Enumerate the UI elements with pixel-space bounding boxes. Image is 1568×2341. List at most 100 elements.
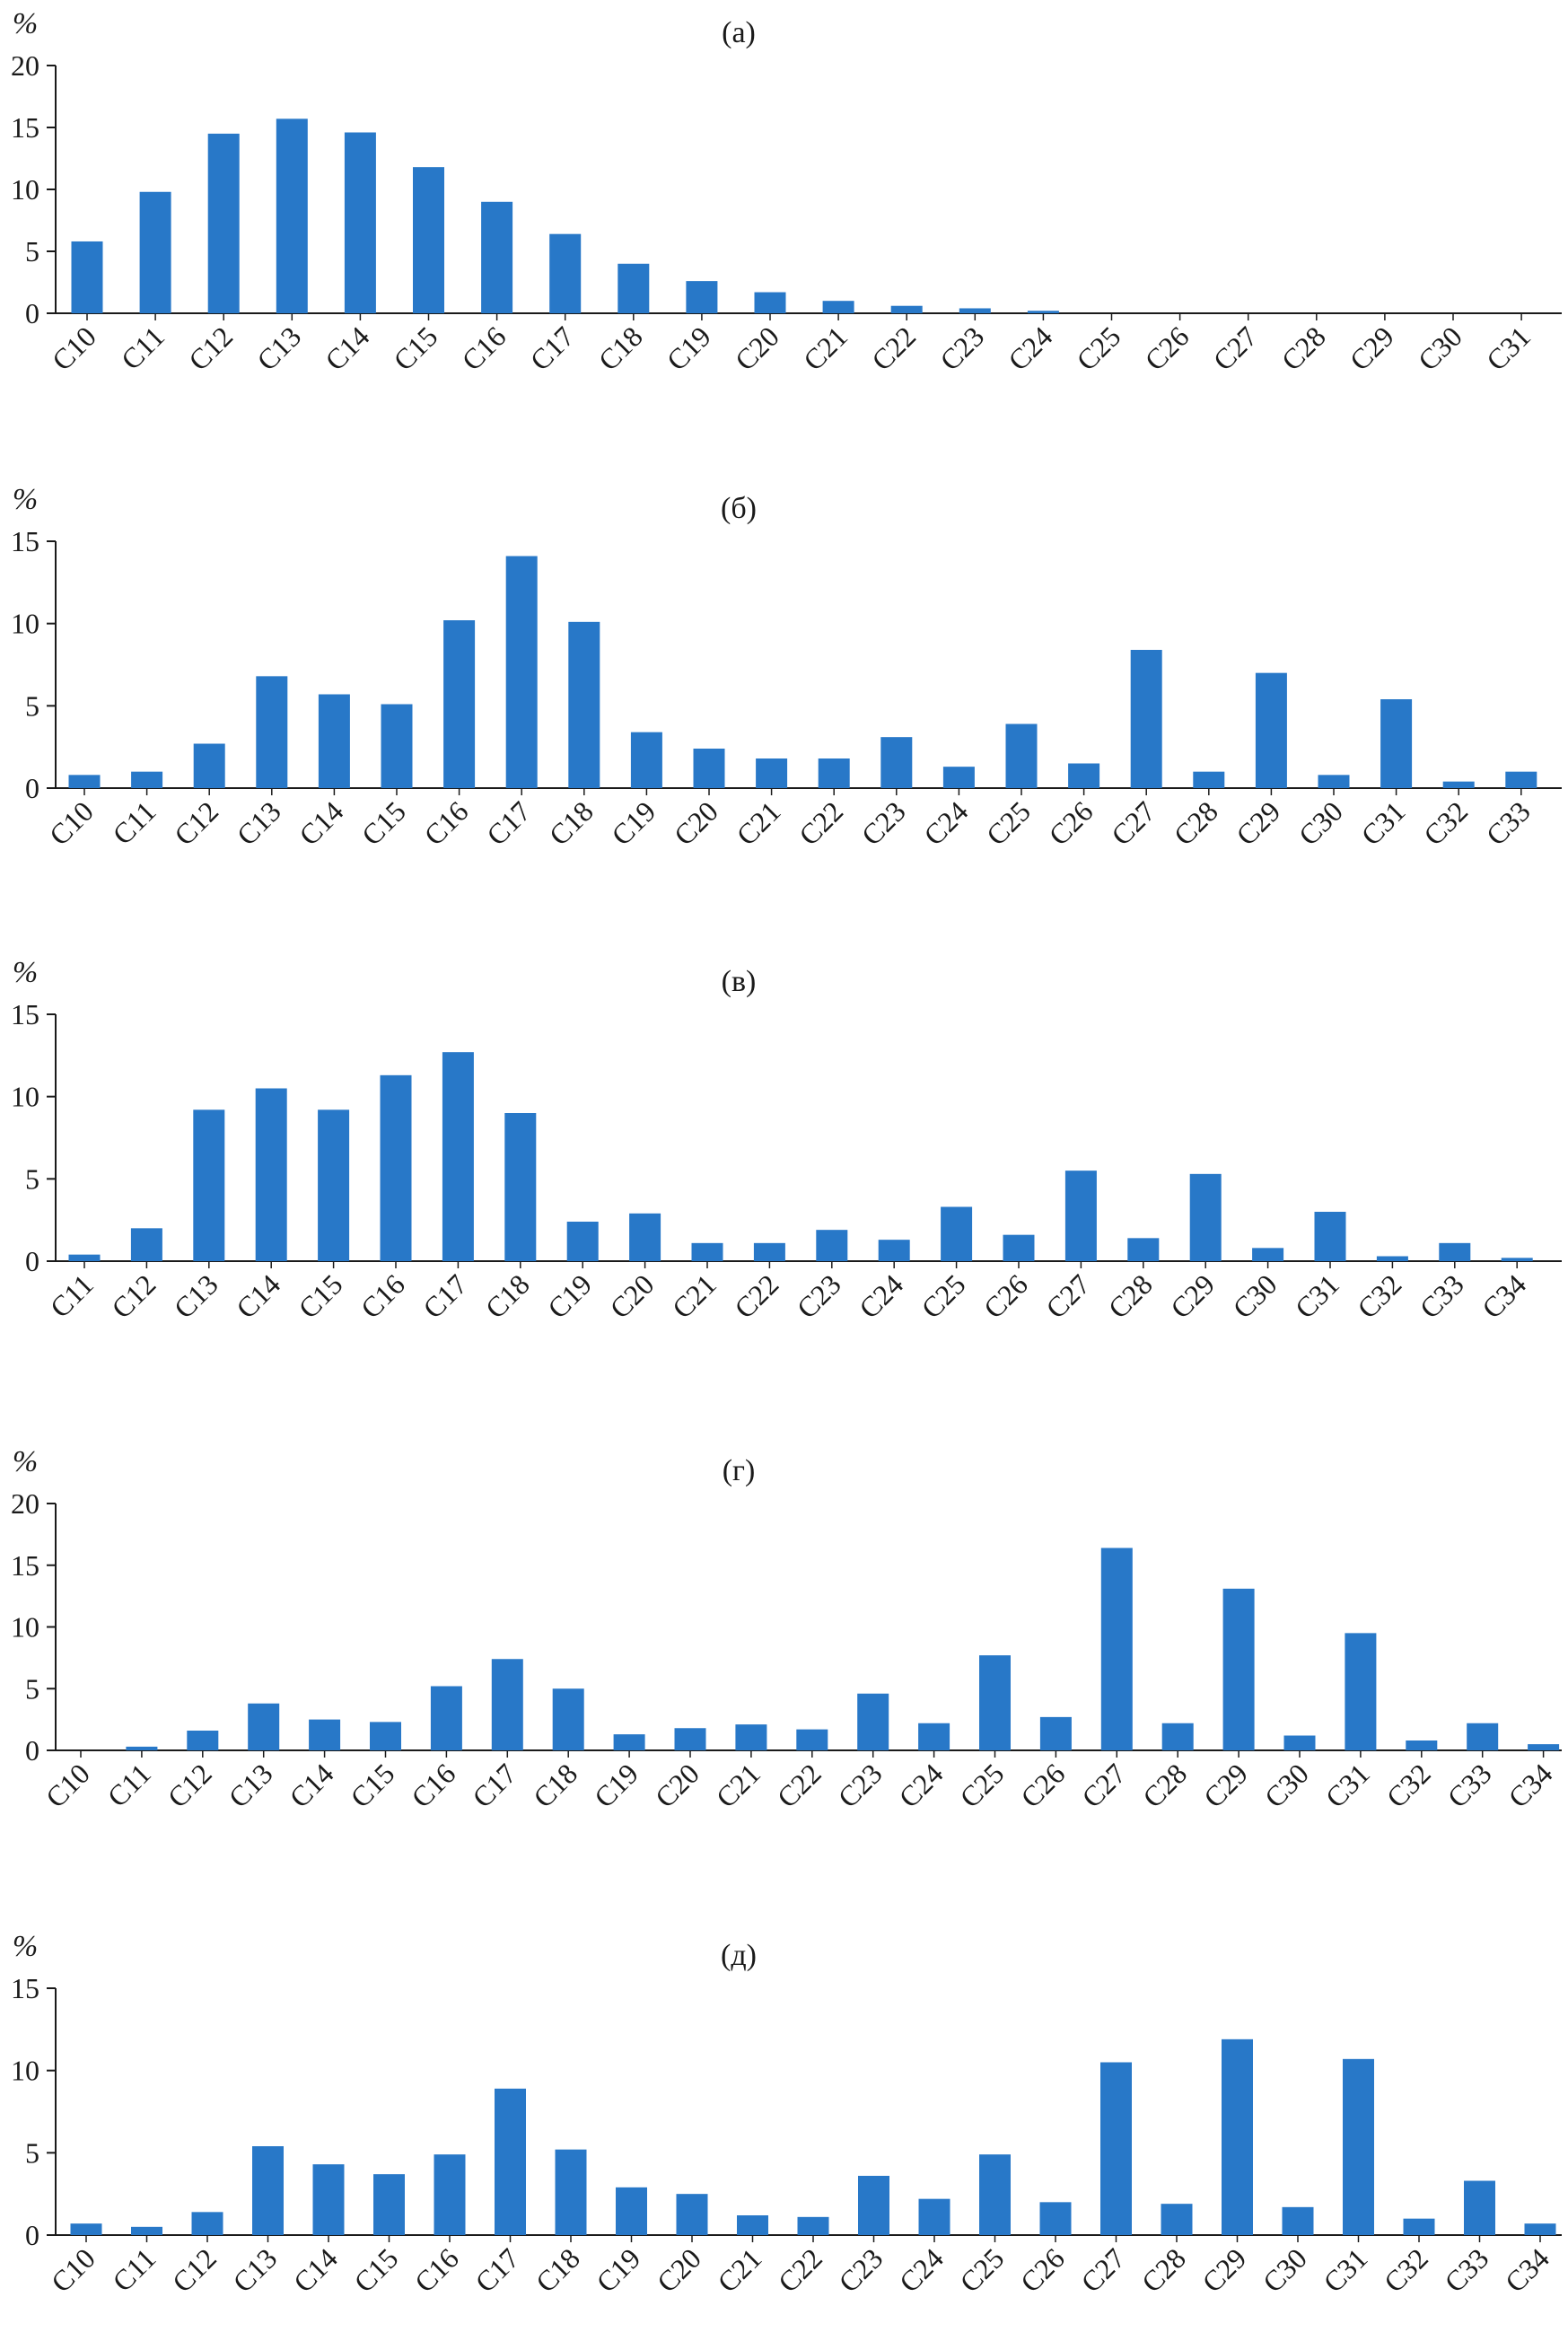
x-tick-label: C14: [283, 1757, 339, 1813]
bar-C13: [276, 118, 308, 313]
bar-C21: [737, 2215, 768, 2235]
bar-C13: [193, 1109, 225, 1261]
bar-C15: [373, 2174, 405, 2235]
x-tick-label: C10: [39, 1757, 96, 1813]
bar-C34: [1528, 1744, 1560, 1750]
bar-C26: [1039, 1716, 1072, 1750]
bar-C10: [68, 775, 101, 788]
chart-panel-3: (в)% 0 5 10 15 C11 C12 C13 C14 C15 C16 C17 C18 C19 C20…: [11, 956, 1562, 1325]
bar-C30: [1282, 2206, 1314, 2235]
bar-C28: [1127, 1238, 1160, 1261]
bar-C16: [443, 620, 476, 788]
y-tick-label: 0: [25, 297, 39, 329]
bar-C18: [568, 621, 600, 788]
bar-C31: [1345, 1633, 1377, 1750]
x-tick-label: C14: [293, 794, 349, 851]
x-tick-label: C18: [527, 1757, 583, 1813]
y-tick-label: 10: [11, 2055, 39, 2087]
chart-panel-2: (б)% 0 5 10 15 C10 C11 C12 C13 C14 C15 C16 C17 C18 C19…: [11, 483, 1562, 852]
x-tick-label: C13: [231, 794, 287, 851]
bar-C33: [1467, 1723, 1499, 1750]
x-tick-label: C31: [1317, 2241, 1373, 2298]
bar-C27: [1100, 1548, 1133, 1750]
bar-C29: [1189, 1173, 1222, 1261]
bar-C11: [131, 771, 163, 788]
x-tick-label: C27: [1075, 1757, 1132, 1813]
y-tick-label: 10: [11, 173, 39, 206]
chart-title: (г): [723, 1454, 756, 1487]
x-tick-label: C22: [772, 2241, 828, 2298]
x-tick-label: C18: [543, 794, 600, 851]
x-tick-label: C24: [853, 1267, 909, 1324]
chart-title: (б): [721, 492, 757, 525]
x-tick-label: C21: [730, 794, 786, 851]
x-tick-label: C17: [480, 794, 537, 851]
bar-C14: [312, 2164, 345, 2235]
bar-C16: [430, 1686, 462, 1750]
y-tick-label: 5: [25, 689, 39, 722]
x-tick-label: C11: [106, 2241, 162, 2297]
y-tick-label: 15: [11, 1549, 39, 1582]
x-tick-label: C26: [1014, 1757, 1071, 1813]
bar-C14: [255, 1088, 287, 1261]
bar-C23: [857, 1693, 889, 1750]
x-tick-label: C34: [1476, 1267, 1532, 1324]
bar-C19: [630, 732, 662, 788]
x-tick-label: C23: [933, 320, 990, 376]
bar-C24: [918, 2198, 950, 2235]
x-tick-label: C25: [953, 2241, 1010, 2298]
x-tick-label: C11: [106, 794, 162, 850]
bar-C14: [309, 1719, 341, 1750]
x-tick-label: C12: [166, 2241, 223, 2298]
x-tick-label: C17: [469, 2241, 525, 2298]
x-tick-label: C30: [1258, 1757, 1315, 1813]
bar-C13: [248, 1703, 280, 1750]
x-tick-label: C29: [1344, 320, 1400, 376]
y-tick-label: 0: [25, 772, 39, 804]
x-tick-label: C22: [771, 1757, 828, 1813]
bar-C15: [370, 1722, 401, 1750]
bar-C12: [193, 743, 225, 788]
bar-C23: [880, 737, 913, 788]
bar-C29: [1222, 2039, 1253, 2235]
x-tick-label: C30: [1292, 794, 1349, 851]
bar-C22: [753, 1242, 785, 1261]
bar-C20: [754, 292, 786, 313]
bar-C24: [918, 1723, 950, 1750]
bar-C23: [959, 308, 991, 313]
bar-C27: [1130, 650, 1162, 788]
x-tick-label: C28: [1102, 1267, 1159, 1324]
x-tick-label: C27: [1039, 1267, 1096, 1324]
x-tick-label: C24: [892, 1757, 949, 1813]
chart-title: (а): [722, 16, 756, 49]
y-tick-label: 0: [25, 1245, 39, 1277]
x-tick-label: C16: [455, 320, 512, 376]
chart-title: (в): [722, 965, 757, 998]
x-tick-label: C11: [115, 320, 171, 375]
bar-C11: [139, 191, 171, 313]
y-tick-label: 5: [25, 2136, 39, 2169]
bar-C11: [126, 1746, 158, 1750]
bar-C19: [686, 281, 718, 313]
x-tick-label: C15: [387, 320, 443, 376]
bar-C22: [796, 1729, 828, 1750]
x-tick-label: C27: [1206, 320, 1263, 376]
x-tick-label: C30: [1226, 1267, 1283, 1324]
x-tick-label: C16: [355, 1267, 411, 1324]
x-tick-label: C19: [588, 1757, 644, 1813]
bar-C19: [616, 2187, 647, 2235]
bar-C10: [70, 2223, 102, 2235]
x-tick-label: C22: [793, 794, 849, 851]
bar-C20: [674, 1728, 706, 1750]
chart-panel-5: (д)% 0 5 10 15 C10 C11 C12 C13 C14 C15 C16 C17 C18 C19…: [11, 1930, 1562, 2299]
bar-C18: [618, 263, 650, 313]
x-tick-label: C11: [44, 1267, 100, 1323]
x-tick-label: C20: [729, 320, 785, 376]
x-tick-label: C33: [1414, 1267, 1470, 1324]
bar-C15: [318, 1109, 350, 1261]
bar-C27: [1100, 2062, 1132, 2235]
x-tick-label: C31: [1480, 320, 1537, 376]
bar-C15: [381, 704, 413, 788]
